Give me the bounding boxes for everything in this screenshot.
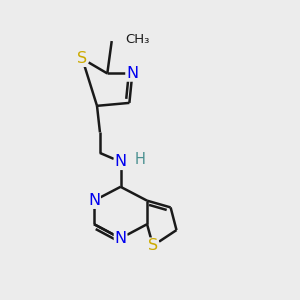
Text: N: N [115, 154, 127, 169]
Text: N: N [115, 231, 127, 246]
Text: H: H [134, 152, 145, 167]
Text: S: S [77, 51, 87, 66]
Text: CH₃: CH₃ [125, 33, 149, 46]
Text: S: S [148, 238, 158, 253]
Text: N: N [126, 66, 138, 81]
Text: N: N [88, 193, 100, 208]
